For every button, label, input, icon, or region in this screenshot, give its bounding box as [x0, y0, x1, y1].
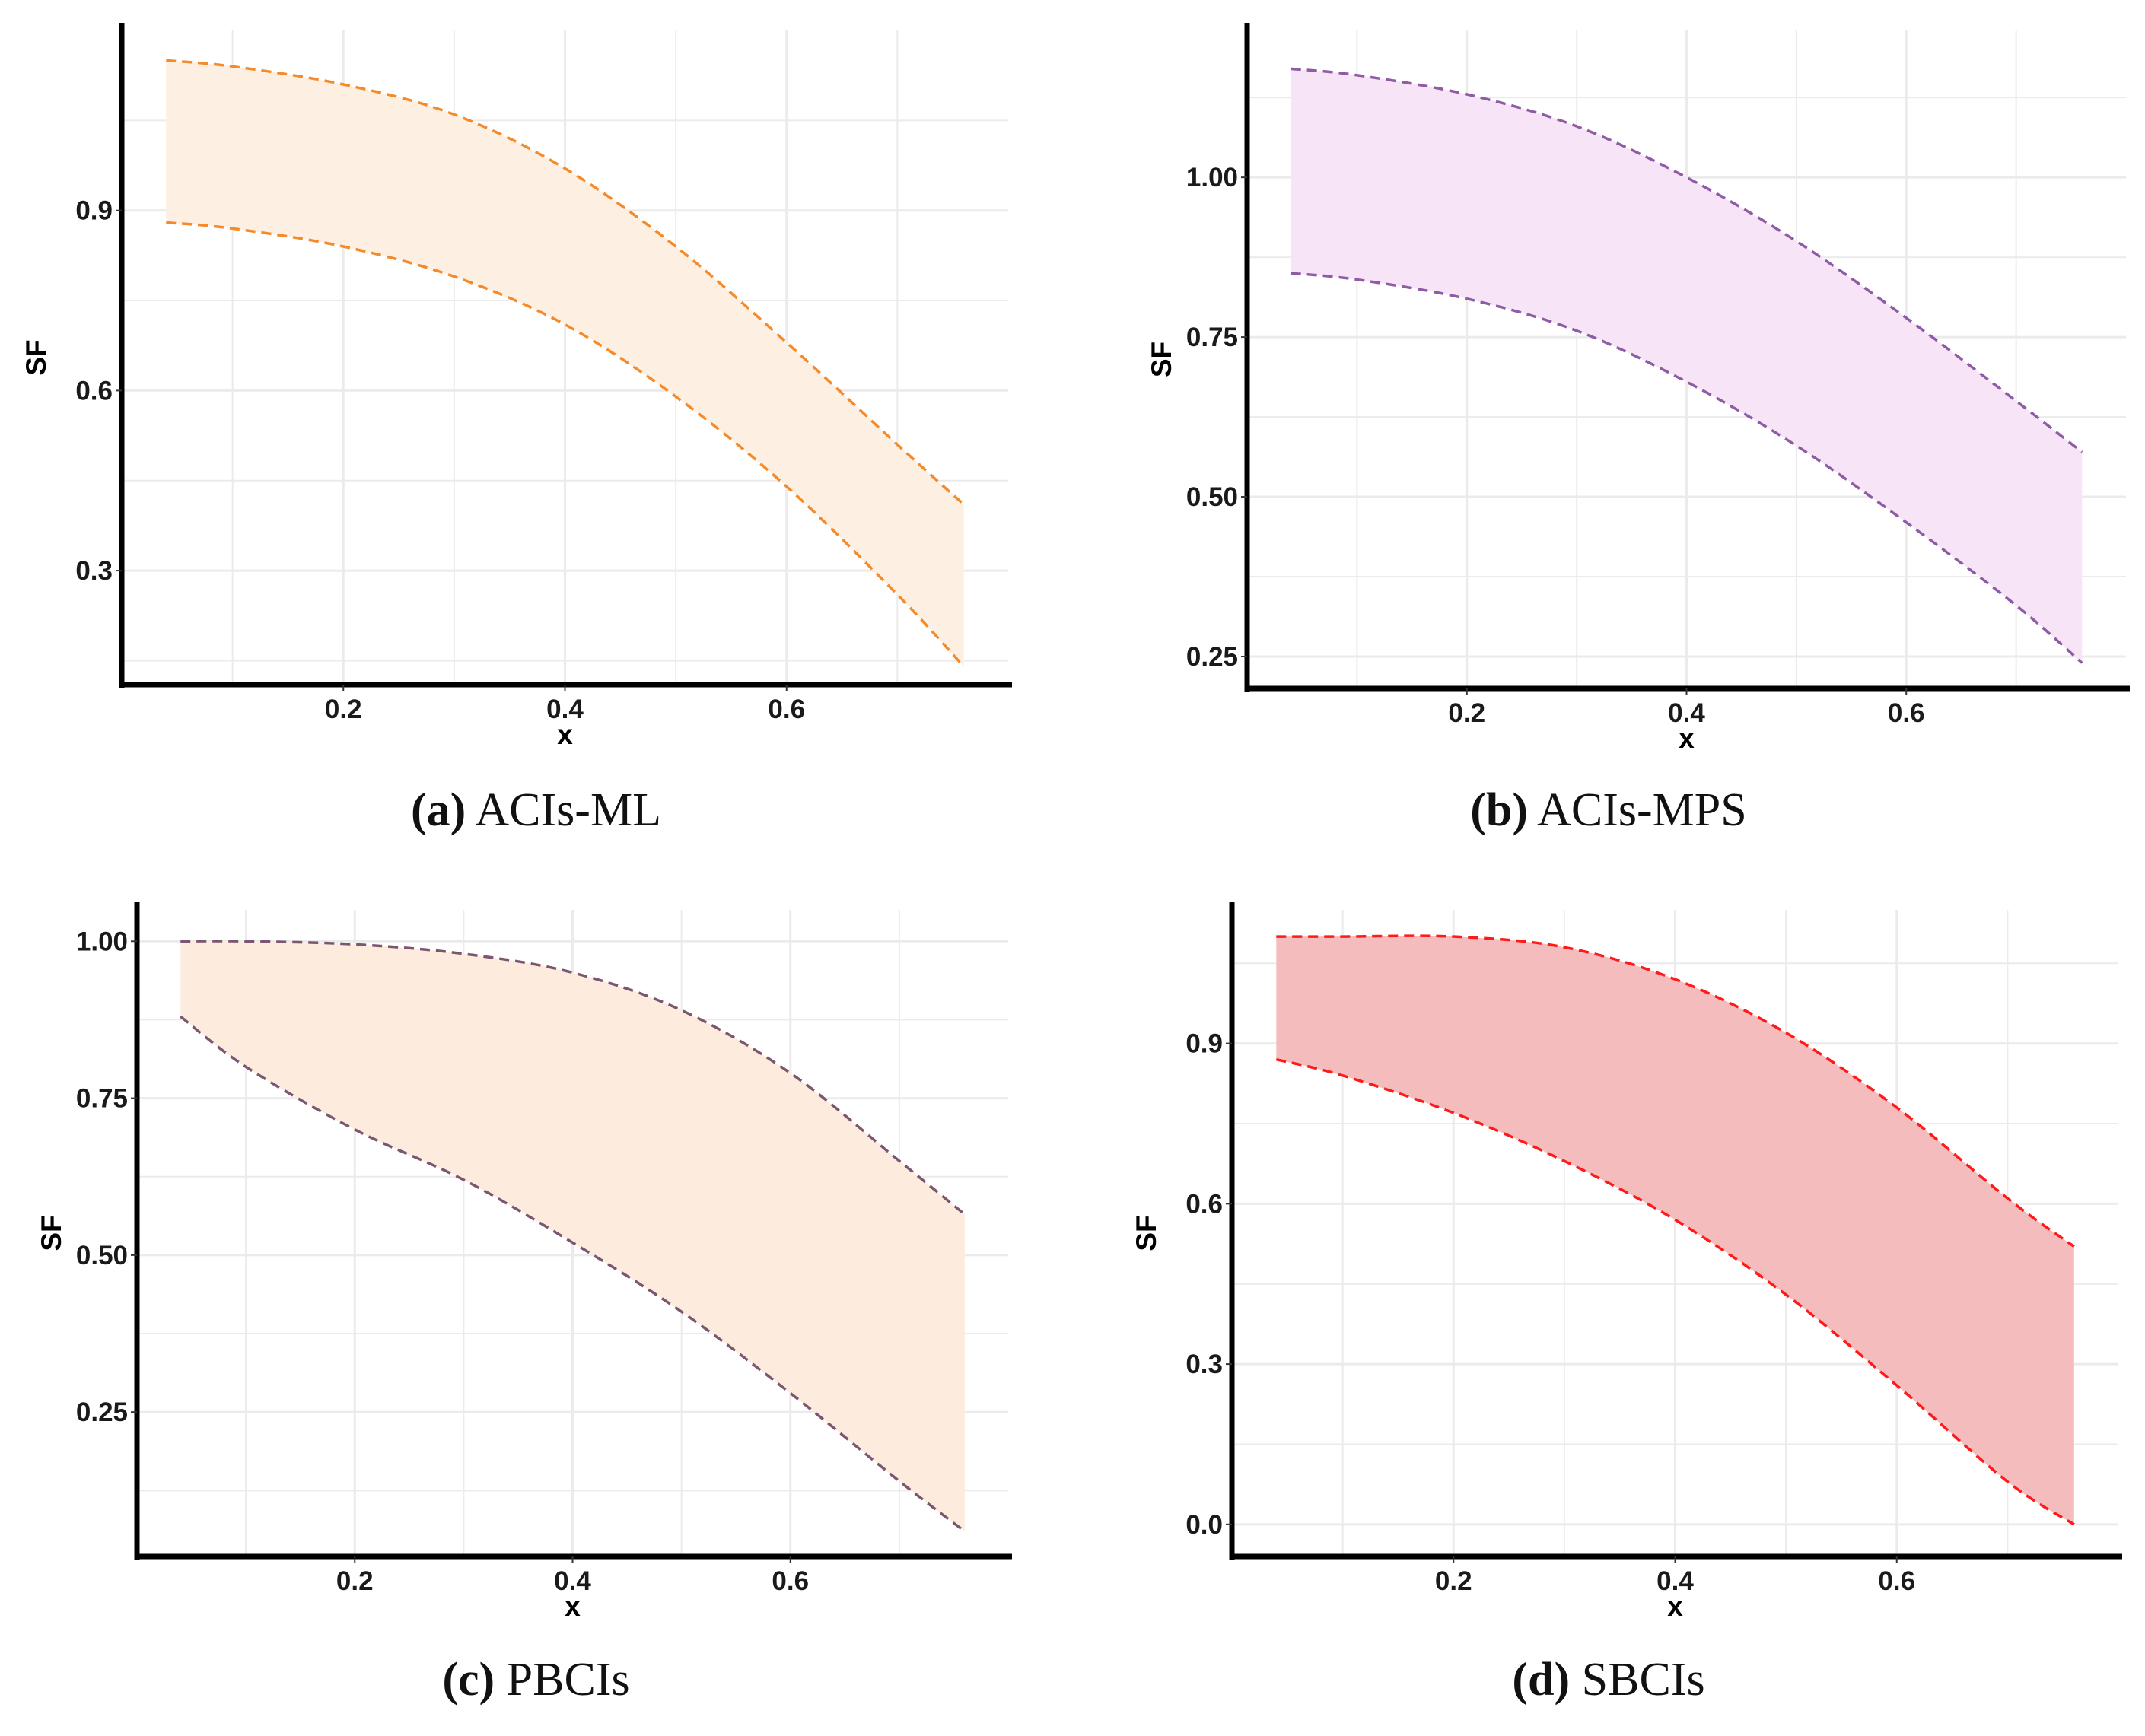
caption-b: (b) ACIs-MPS [1072, 784, 2145, 838]
chart-b: 0.2 0.4 0.6 0.25 0.50 0.75 1.00 x SF [1146, 23, 2130, 754]
x-tick-label-b-1: 0.4 [1668, 698, 1705, 728]
y-axis-title-b: SF [1146, 342, 1177, 377]
y-tick-label-b-2: 0.75 [1186, 323, 1238, 352]
y-tick-label-c-2: 0.75 [76, 1084, 128, 1114]
caption-a-label: (a) [411, 784, 466, 836]
lower-bound-line-d [1275, 1057, 2075, 1526]
caption-c: (c) PBCIs [0, 1653, 1072, 1707]
y-tick-label-d-3: 0.9 [1185, 1029, 1223, 1059]
y-tick-label-d-0: 0.0 [1185, 1510, 1223, 1540]
y-axis-title-a: SF [21, 339, 52, 375]
ci-band-d [1276, 936, 2074, 1525]
x-axis-title-b: x [1679, 723, 1695, 754]
y-tick-label-b-1: 0.50 [1186, 482, 1238, 512]
caption-c-label: (c) [442, 1654, 495, 1706]
ci-band-c [180, 940, 965, 1531]
x-tick-label-d-0: 0.2 [1435, 1566, 1472, 1596]
ci-band-b [1291, 68, 2083, 663]
upper-bound-line-b [1291, 67, 2083, 453]
x-tick-label-c-2: 0.6 [772, 1566, 809, 1596]
upper-bound-line-c [180, 940, 966, 1216]
x-tick-label-b-0: 0.2 [1448, 698, 1485, 728]
y-tick-label-a-2: 0.9 [75, 196, 113, 226]
x-tick-label-a-2: 0.6 [768, 695, 805, 724]
caption-d-text: SBCIs [1581, 1654, 1705, 1706]
y-tick-label-d-2: 0.6 [1185, 1189, 1223, 1219]
caption-d-label: (d) [1512, 1654, 1571, 1706]
y-axis-title-d: SF [1131, 1215, 1162, 1251]
caption-c-text: PBCIs [506, 1654, 630, 1706]
x-tick-label-a-1: 0.4 [546, 695, 584, 724]
caption-a-text: ACIs-ML [475, 784, 661, 836]
x-tick-label-d-2: 0.6 [1878, 1566, 1915, 1596]
chart-panel-a: 0.2 0.4 0.6 0.3 0.6 0.9 x SF (a) ACIs-ML [0, 0, 1072, 868]
chart-d: 0.2 0.4 0.6 0.0 0.3 0.6 0.9 x SF [1131, 902, 2122, 1622]
caption-b-text: ACIs-MPS [1537, 784, 1747, 836]
x-axis-title-d: x [1667, 1591, 1683, 1622]
x-tick-label-d-1: 0.4 [1656, 1566, 1694, 1596]
ci-band-a [166, 60, 964, 667]
chart-a: 0.2 0.4 0.6 0.3 0.6 0.9 x SF [21, 23, 1012, 750]
lower-bound-line-b [1291, 272, 2083, 664]
x-tick-label-b-2: 0.6 [1888, 698, 1925, 728]
lower-bound-line-c [180, 1015, 966, 1533]
chart-c: 0.2 0.4 0.6 0.25 0.50 0.75 1.00 x SF [36, 902, 1012, 1622]
x-tick-label-a-0: 0.2 [325, 695, 362, 724]
y-tick-label-c-3: 1.00 [76, 927, 128, 956]
x-axis-title-a: x [557, 719, 573, 750]
caption-b-label: (b) [1470, 784, 1529, 836]
chart-panel-d: 0.2 0.4 0.6 0.0 0.3 0.6 0.9 x SF (d) SBCIs [1072, 868, 2145, 1736]
chart-panel-b: 0.2 0.4 0.6 0.25 0.50 0.75 1.00 x SF (b) ACIs-MP… [1072, 0, 2145, 868]
y-tick-label-b-0: 0.25 [1186, 642, 1238, 672]
caption-a: (a) ACIs-ML [0, 784, 1072, 838]
x-axis-title-c: x [565, 1591, 581, 1622]
caption-d: (d) SBCIs [1072, 1653, 2145, 1707]
lower-bound-line-a [166, 221, 966, 668]
x-tick-label-c-0: 0.2 [336, 1566, 374, 1596]
y-axis-title-c: SF [36, 1215, 67, 1251]
y-tick-label-c-0: 0.25 [76, 1397, 128, 1427]
y-tick-label-a-1: 0.6 [75, 376, 113, 405]
y-tick-label-d-1: 0.3 [1185, 1350, 1223, 1379]
upper-bound-line-d [1276, 934, 2075, 1248]
x-tick-label-c-1: 0.4 [554, 1566, 591, 1596]
y-tick-label-b-3: 1.00 [1186, 163, 1238, 192]
y-tick-label-c-1: 0.50 [76, 1241, 128, 1270]
y-tick-label-a-0: 0.3 [75, 556, 113, 586]
chart-panel-c: 0.2 0.4 0.6 0.25 0.50 0.75 1.00 x SF (c) PBCIs [0, 868, 1072, 1736]
